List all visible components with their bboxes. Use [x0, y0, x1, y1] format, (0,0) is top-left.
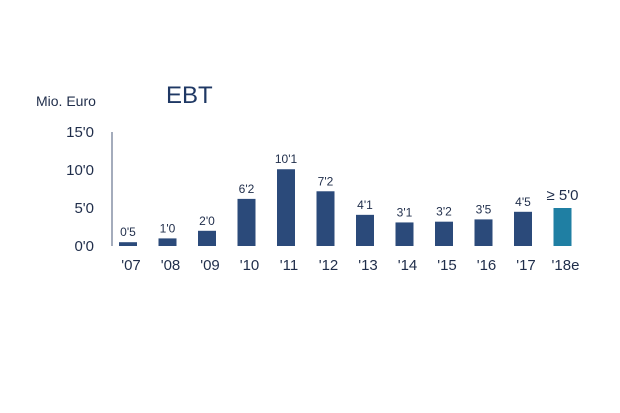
x-tick-label: '12 — [319, 257, 339, 274]
x-tick-label: '16 — [477, 257, 497, 274]
x-tick-label: '10 — [240, 257, 260, 274]
data-label: 3'1 — [397, 205, 413, 219]
data-label: 2'0 — [199, 214, 215, 228]
data-label: ≥ 5'0 — [547, 187, 579, 204]
data-label: 3'5 — [476, 202, 492, 216]
bar — [119, 242, 137, 246]
y-tick-label: 0'0 — [74, 238, 94, 255]
data-label: 4'1 — [357, 198, 373, 212]
y-tick-label: 5'0 — [74, 200, 94, 217]
chart-title: EBT — [166, 82, 213, 109]
x-tick-label: '08 — [161, 257, 181, 274]
x-tick-label: '17 — [516, 257, 536, 274]
y-axis-unit-label: Mio. Euro — [36, 93, 96, 109]
data-label: 10'1 — [275, 152, 298, 166]
y-tick-label: 15'0 — [66, 124, 94, 141]
y-tick-label: 10'0 — [66, 162, 94, 179]
bar — [277, 169, 295, 246]
bar — [198, 230, 216, 246]
data-label: 3'2 — [436, 205, 452, 219]
bar — [553, 208, 572, 246]
data-label: 6'2 — [239, 182, 255, 196]
x-tick-label: '09 — [200, 257, 220, 274]
data-label: 4'5 — [515, 195, 531, 209]
x-tick-label: '11 — [280, 257, 298, 274]
bar — [395, 222, 414, 246]
x-tick-label: '13 — [358, 257, 378, 274]
x-tick-label: '14 — [398, 257, 418, 274]
x-tick-label: '18e — [552, 257, 580, 274]
x-tick-label: '07 — [121, 257, 141, 274]
bar — [474, 219, 493, 246]
bar — [356, 214, 374, 246]
bar — [316, 191, 335, 246]
data-label: 7'2 — [318, 174, 334, 188]
bar — [435, 221, 453, 246]
bar — [237, 198, 256, 246]
x-tick-label: '15 — [437, 257, 457, 274]
bar — [158, 238, 177, 246]
bar — [514, 211, 532, 246]
data-label: 1'0 — [160, 221, 176, 235]
data-label: 0'5 — [120, 225, 136, 239]
